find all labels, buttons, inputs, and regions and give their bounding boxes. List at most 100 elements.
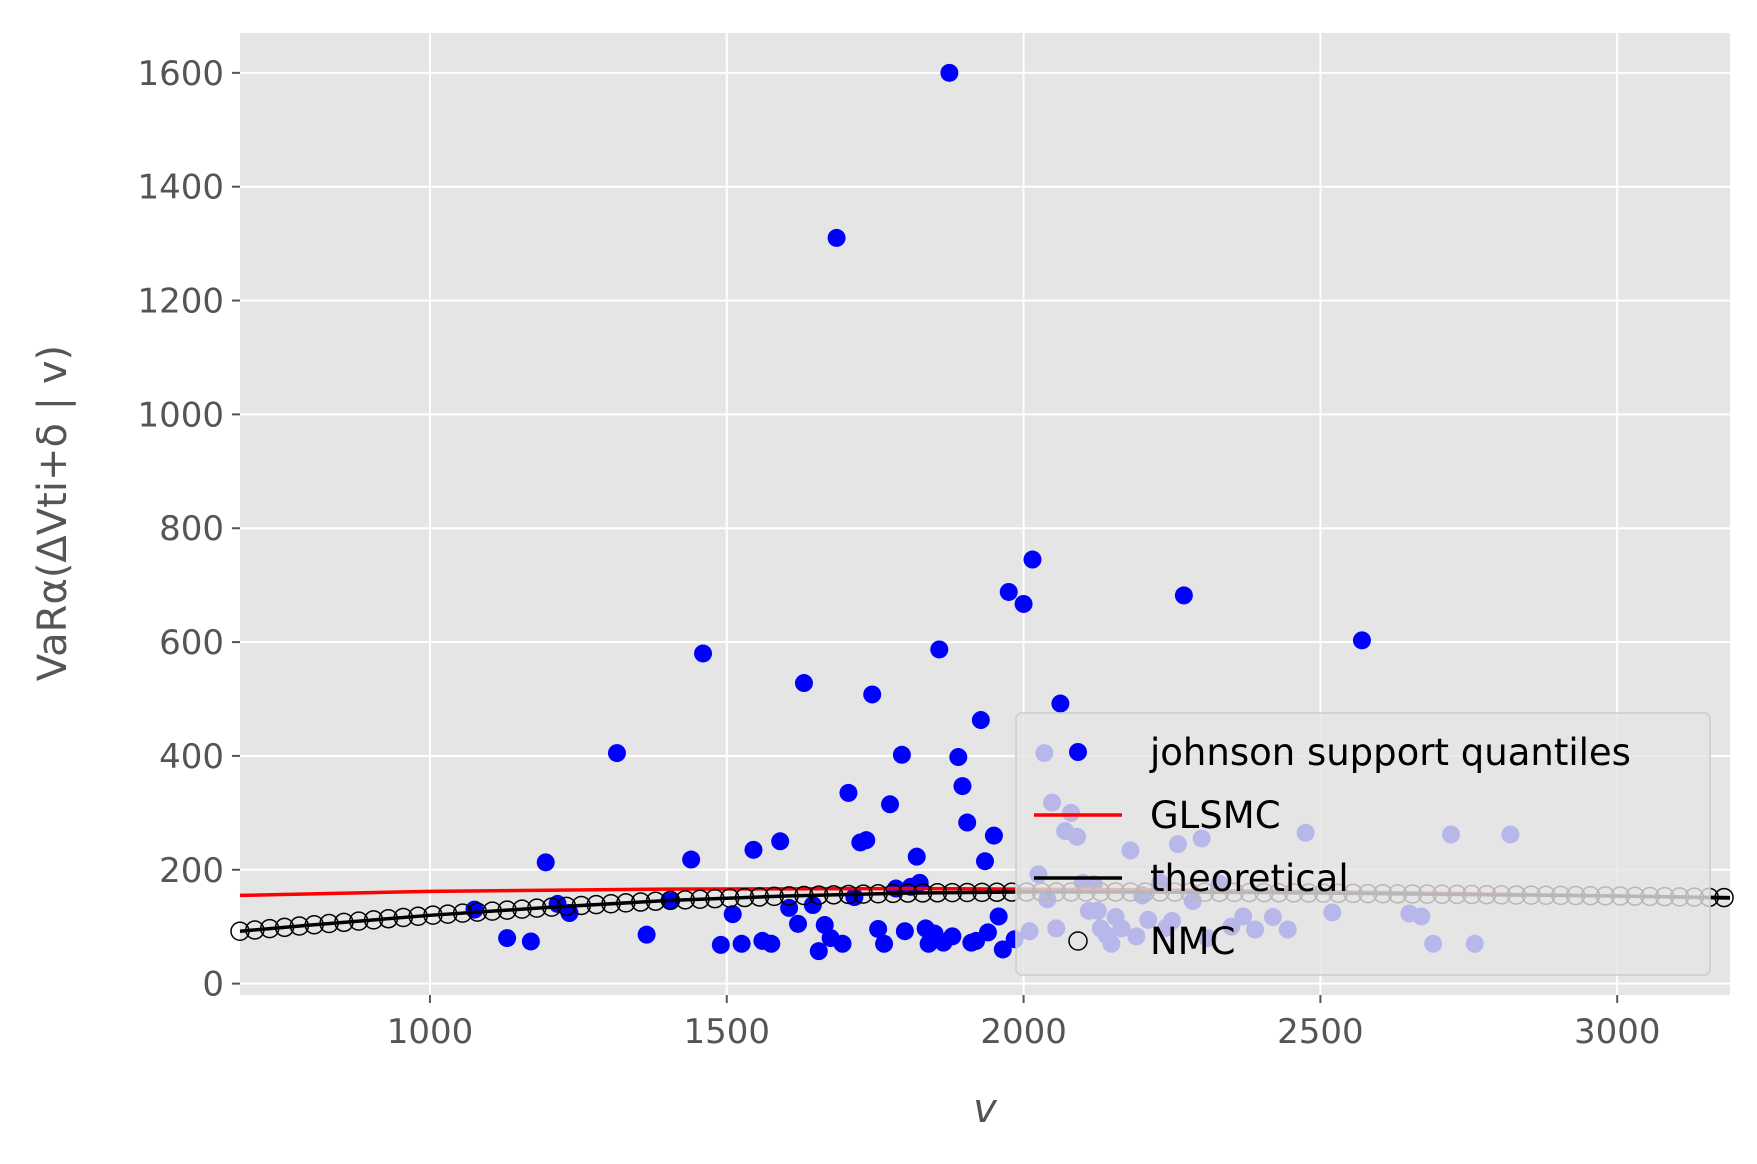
- johnson-point: [521, 932, 540, 951]
- nmc-point: [719, 888, 740, 908]
- johnson-point: [1174, 586, 1193, 605]
- nmc-point: [823, 885, 844, 905]
- y-tick-label: 400: [159, 737, 224, 777]
- nmc-point: [348, 911, 369, 931]
- nmc-point: [912, 883, 933, 903]
- y-tick-label: 1000: [137, 395, 224, 435]
- johnson-point: [863, 685, 882, 704]
- nmc-point: [527, 898, 547, 918]
- johnson-point: [536, 853, 555, 872]
- johnson-point: [989, 907, 1008, 926]
- johnson-point: [895, 922, 914, 941]
- johnson-point: [694, 644, 713, 663]
- nmc-point: [586, 894, 606, 915]
- legend-marker-johnson: [1069, 743, 1087, 761]
- legend-label: NMC: [1150, 920, 1235, 963]
- johnson-point: [607, 744, 626, 763]
- johnson-point: [940, 63, 959, 82]
- x-tick-label: 2500: [1277, 1012, 1364, 1052]
- johnson-point: [1352, 631, 1371, 650]
- nmc-point: [393, 907, 413, 928]
- nmc-point: [601, 894, 621, 914]
- nmc-point: [378, 908, 399, 929]
- nmc-point: [319, 913, 339, 934]
- nmc-point: [334, 912, 354, 933]
- johnson-point: [809, 942, 828, 961]
- nmc-point: [482, 901, 503, 921]
- nmc-point: [927, 883, 948, 903]
- x-tick-label: 3000: [1574, 1012, 1661, 1052]
- nmc-point: [467, 902, 488, 922]
- nmc-point: [853, 884, 874, 904]
- nmc-point: [274, 917, 295, 938]
- johnson-point: [839, 783, 858, 802]
- nmc-point: [809, 885, 829, 905]
- legend: johnson support quantiles GLSMC theoretica…: [1015, 712, 1711, 976]
- nmc-point: [423, 905, 443, 925]
- nmc-point: [630, 892, 651, 912]
- nmc-point: [1714, 887, 1734, 908]
- nmc-point: [749, 887, 770, 907]
- johnson-point: [881, 795, 900, 814]
- y-tick-label: 800: [159, 509, 224, 549]
- legend-label: GLSMC: [1150, 794, 1281, 837]
- johnson-point: [682, 850, 701, 869]
- johnson-point: [953, 777, 972, 796]
- x-tick-label: 2000: [980, 1012, 1067, 1052]
- y-tick-label: 1400: [137, 168, 224, 208]
- johnson-point: [637, 925, 656, 944]
- legend-label: johnson support quantiles: [1149, 731, 1631, 774]
- x-axis-label: v: [973, 1086, 998, 1132]
- nmc-point: [987, 882, 1007, 902]
- johnson-point: [976, 852, 994, 871]
- johnson-point: [1051, 694, 1070, 713]
- johnson-point: [993, 940, 1012, 959]
- johnson-point: [984, 826, 1003, 845]
- nmc-point: [408, 906, 428, 927]
- nmc-point: [764, 886, 785, 907]
- y-tick-label: 1200: [137, 282, 224, 322]
- y-tick-label: 200: [159, 851, 224, 891]
- nmc-point: [616, 893, 636, 913]
- nmc-point: [838, 884, 859, 905]
- johnson-point: [803, 896, 822, 915]
- nmc-point: [675, 890, 695, 910]
- nmc-point: [230, 921, 250, 941]
- nmc-point: [259, 918, 280, 939]
- nmc-point: [452, 903, 473, 923]
- nmc-point: [497, 900, 517, 920]
- nmc-point: [541, 897, 562, 917]
- nmc-point: [289, 916, 310, 936]
- nmc-point: [304, 914, 324, 935]
- nmc-point: [734, 887, 755, 908]
- nmc-point: [571, 895, 592, 916]
- johnson-point: [943, 927, 962, 946]
- johnson-point: [1014, 594, 1033, 613]
- nmc-point: [245, 920, 265, 940]
- nmc-point: [363, 910, 384, 930]
- johnson-point: [869, 919, 888, 938]
- y-axis-label: VaRα(ΔVti+δ | v): [30, 345, 76, 681]
- legend-frame: [1015, 712, 1711, 976]
- nmc-point: [645, 891, 666, 911]
- johnson-point: [827, 228, 846, 247]
- johnson-point: [794, 674, 813, 693]
- johnson-point: [930, 640, 949, 659]
- johnson-point: [978, 923, 997, 942]
- nmc-point: [898, 883, 918, 903]
- nmc-point: [556, 896, 577, 917]
- johnson-point: [1023, 550, 1042, 569]
- johnson-point: [560, 904, 579, 923]
- johnson-point: [875, 934, 894, 953]
- legend-label: theoretical: [1150, 857, 1349, 900]
- nmc-point: [868, 883, 888, 904]
- nmc-point: [957, 882, 977, 903]
- nmc-point: [690, 889, 710, 910]
- johnson-point: [723, 905, 742, 924]
- x-tick-label: 1500: [684, 1012, 771, 1052]
- johnson-point: [833, 934, 852, 953]
- johnson-point: [771, 832, 790, 851]
- johnson-point: [949, 748, 968, 767]
- johnson-point: [857, 831, 876, 850]
